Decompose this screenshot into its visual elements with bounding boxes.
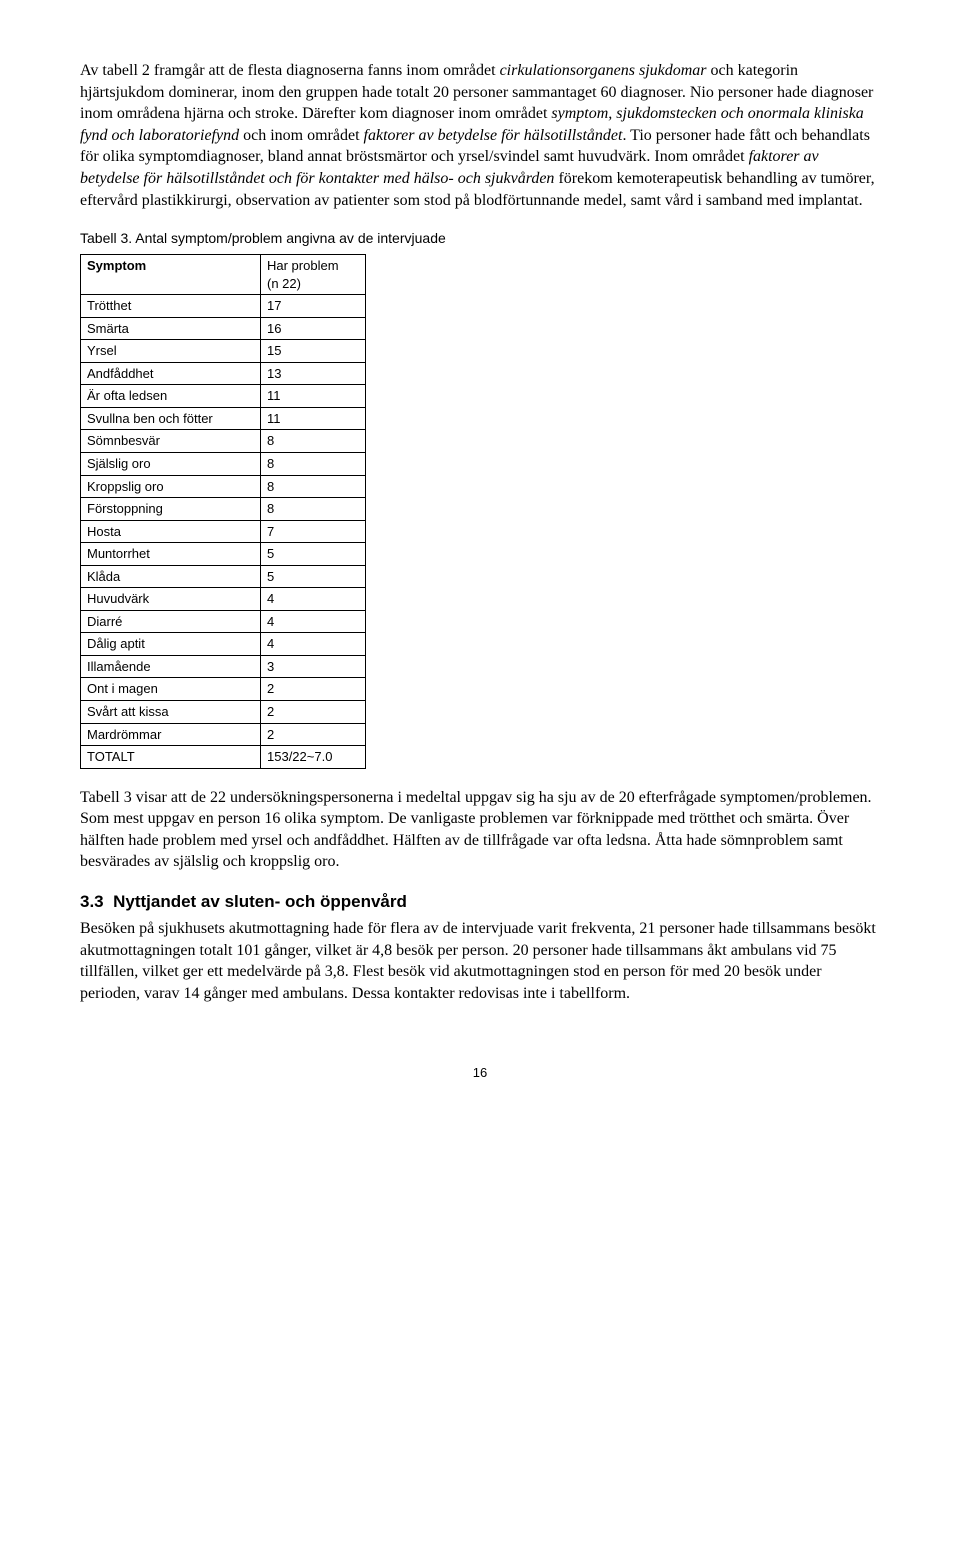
table-row: Mardrömmar2 xyxy=(81,723,366,746)
value-cell: 153/22~7.0 xyxy=(261,746,366,769)
table-caption: Tabell 3. Antal symptom/problem angivna … xyxy=(80,229,880,248)
table-row: Förstoppning8 xyxy=(81,498,366,521)
table-row: Illamående3 xyxy=(81,655,366,678)
value-cell: 8 xyxy=(261,475,366,498)
symptom-cell: Mardrömmar xyxy=(81,723,261,746)
table-row: Diarré4 xyxy=(81,610,366,633)
table-row: Svullna ben och fötter11 xyxy=(81,407,366,430)
value-cell: 3 xyxy=(261,655,366,678)
table-row: Hosta7 xyxy=(81,520,366,543)
page-number: 16 xyxy=(80,1064,880,1082)
p1-t3: och inom området xyxy=(239,127,363,144)
value-cell: 2 xyxy=(261,678,366,701)
value-cell: 13 xyxy=(261,362,366,385)
symptom-cell: Svårt att kissa xyxy=(81,700,261,723)
value-cell: 11 xyxy=(261,385,366,408)
symptom-cell: Dålig aptit xyxy=(81,633,261,656)
symptom-cell: Yrsel xyxy=(81,340,261,363)
table-header-row: Symptom Har problem (n 22) xyxy=(81,255,366,295)
symptom-cell: Illamående xyxy=(81,655,261,678)
symptom-cell: Klåda xyxy=(81,565,261,588)
symptom-cell: TOTALT xyxy=(81,746,261,769)
symptom-cell: Förstoppning xyxy=(81,498,261,521)
symptom-cell: Sömnbesvär xyxy=(81,430,261,453)
value-cell: 7 xyxy=(261,520,366,543)
table-row: Huvudvärk4 xyxy=(81,588,366,611)
symptom-cell: Ont i magen xyxy=(81,678,261,701)
symptom-cell: Smärta xyxy=(81,317,261,340)
value-cell: 4 xyxy=(261,588,366,611)
table-row: Kroppslig oro8 xyxy=(81,475,366,498)
table-row: Själslig oro8 xyxy=(81,452,366,475)
table-row: Svårt att kissa2 xyxy=(81,700,366,723)
table-row: Andfåddhet13 xyxy=(81,362,366,385)
table-row: Trötthet17 xyxy=(81,295,366,318)
value-cell: 4 xyxy=(261,610,366,633)
value-cell: 16 xyxy=(261,317,366,340)
symptom-table: Symptom Har problem (n 22) Trötthet17Smä… xyxy=(80,254,366,769)
table-row: TOTALT153/22~7.0 xyxy=(81,746,366,769)
value-cell: 8 xyxy=(261,498,366,521)
table-row: Klåda5 xyxy=(81,565,366,588)
table-summary-paragraph: Tabell 3 visar att de 22 undersökningspe… xyxy=(80,787,880,873)
section-body-paragraph: Besöken på sjukhusets akutmottagning had… xyxy=(80,918,880,1004)
value-cell: 2 xyxy=(261,723,366,746)
value-cell: 11 xyxy=(261,407,366,430)
table-row: Yrsel15 xyxy=(81,340,366,363)
table-row: Muntorrhet5 xyxy=(81,543,366,566)
table-header-symptom: Symptom xyxy=(81,255,261,295)
table-row: Dålig aptit4 xyxy=(81,633,366,656)
table-row: Smärta16 xyxy=(81,317,366,340)
symptom-cell: Muntorrhet xyxy=(81,543,261,566)
value-cell: 2 xyxy=(261,700,366,723)
table-header-value: Har problem (n 22) xyxy=(261,255,366,295)
symptom-cell: Kroppslig oro xyxy=(81,475,261,498)
symptom-cell: Huvudvärk xyxy=(81,588,261,611)
symptom-cell: Själslig oro xyxy=(81,452,261,475)
value-cell: 5 xyxy=(261,565,366,588)
section-heading: 3.3 Nyttjandet av sluten- och öppenvård xyxy=(80,891,880,914)
value-cell: 5 xyxy=(261,543,366,566)
p1-t1: Av tabell 2 framgår att de flesta diagno… xyxy=(80,62,500,79)
symptom-cell: Andfåddhet xyxy=(81,362,261,385)
table-row: Ont i magen2 xyxy=(81,678,366,701)
intro-paragraph: Av tabell 2 framgår att de flesta diagno… xyxy=(80,60,880,211)
section-title: Nyttjandet av sluten- och öppenvård xyxy=(113,892,407,911)
symptom-cell: Trötthet xyxy=(81,295,261,318)
symptom-cell: Svullna ben och fötter xyxy=(81,407,261,430)
symptom-cell: Hosta xyxy=(81,520,261,543)
value-cell: 4 xyxy=(261,633,366,656)
table-row: Sömnbesvär8 xyxy=(81,430,366,453)
value-cell: 8 xyxy=(261,452,366,475)
value-cell: 15 xyxy=(261,340,366,363)
p1-i3: faktorer av betydelse för hälsotillstånd… xyxy=(364,127,623,144)
symptom-cell: Diarré xyxy=(81,610,261,633)
section-number: 3.3 xyxy=(80,892,104,911)
value-cell: 17 xyxy=(261,295,366,318)
value-cell: 8 xyxy=(261,430,366,453)
p1-i1: cirkulationsorganens sjukdomar xyxy=(500,62,707,79)
symptom-cell: Är ofta ledsen xyxy=(81,385,261,408)
table-row: Är ofta ledsen11 xyxy=(81,385,366,408)
